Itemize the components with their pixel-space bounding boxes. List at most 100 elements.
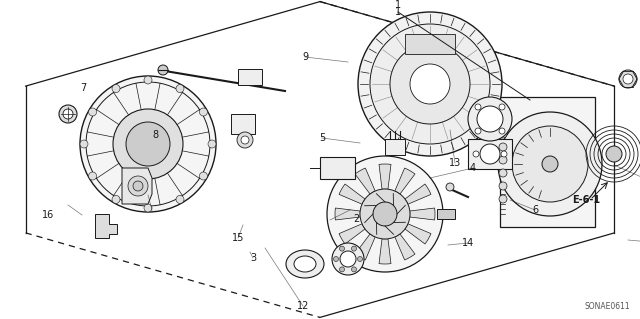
Circle shape bbox=[88, 172, 97, 180]
Circle shape bbox=[332, 243, 364, 275]
Circle shape bbox=[358, 256, 362, 262]
Circle shape bbox=[390, 44, 470, 124]
Bar bbox=[231, 114, 255, 134]
Polygon shape bbox=[379, 239, 391, 264]
Circle shape bbox=[241, 136, 249, 144]
Circle shape bbox=[360, 189, 410, 239]
Circle shape bbox=[80, 140, 88, 148]
Circle shape bbox=[340, 251, 356, 267]
Text: E-6-1: E-6-1 bbox=[572, 195, 600, 205]
Bar bbox=[468, 139, 512, 169]
Polygon shape bbox=[355, 234, 375, 260]
Polygon shape bbox=[335, 208, 360, 220]
Bar bbox=[385, 139, 405, 155]
Circle shape bbox=[176, 196, 184, 204]
Circle shape bbox=[112, 196, 120, 204]
Circle shape bbox=[351, 246, 356, 251]
Circle shape bbox=[499, 169, 507, 177]
Polygon shape bbox=[339, 224, 365, 244]
Bar bbox=[405, 34, 455, 54]
Circle shape bbox=[477, 106, 503, 132]
Circle shape bbox=[480, 144, 500, 164]
Circle shape bbox=[358, 12, 502, 156]
Circle shape bbox=[370, 24, 490, 144]
Ellipse shape bbox=[286, 250, 324, 278]
Circle shape bbox=[59, 105, 77, 123]
Circle shape bbox=[410, 64, 450, 104]
Circle shape bbox=[499, 104, 505, 110]
Circle shape bbox=[112, 85, 120, 93]
Circle shape bbox=[339, 267, 344, 272]
Bar bbox=[320, 157, 355, 179]
Circle shape bbox=[468, 97, 512, 141]
Circle shape bbox=[133, 181, 143, 191]
Circle shape bbox=[237, 132, 253, 148]
Circle shape bbox=[501, 151, 507, 157]
Circle shape bbox=[208, 140, 216, 148]
Circle shape bbox=[475, 128, 481, 134]
Circle shape bbox=[499, 195, 507, 203]
Circle shape bbox=[113, 109, 183, 179]
Circle shape bbox=[339, 246, 344, 251]
Text: 12: 12 bbox=[297, 301, 309, 311]
Polygon shape bbox=[405, 184, 431, 204]
Text: 3: 3 bbox=[250, 253, 256, 263]
Text: 5: 5 bbox=[319, 133, 325, 143]
Text: 2: 2 bbox=[353, 214, 359, 224]
Circle shape bbox=[200, 108, 207, 116]
Polygon shape bbox=[95, 214, 117, 238]
Circle shape bbox=[499, 156, 507, 164]
Text: 9: 9 bbox=[302, 52, 308, 62]
Circle shape bbox=[542, 156, 558, 172]
Circle shape bbox=[619, 70, 637, 88]
Text: 1: 1 bbox=[395, 7, 401, 17]
Text: 13: 13 bbox=[449, 158, 461, 168]
Bar bbox=[437, 209, 455, 219]
Circle shape bbox=[498, 112, 602, 216]
Text: SONAE0611: SONAE0611 bbox=[584, 302, 630, 311]
Circle shape bbox=[176, 85, 184, 93]
Polygon shape bbox=[405, 224, 431, 244]
Circle shape bbox=[475, 104, 481, 110]
Text: 6: 6 bbox=[532, 205, 538, 215]
Circle shape bbox=[373, 202, 397, 226]
Circle shape bbox=[473, 151, 479, 157]
Polygon shape bbox=[379, 164, 391, 189]
Polygon shape bbox=[122, 168, 152, 204]
Text: 15: 15 bbox=[232, 233, 244, 243]
Text: 7: 7 bbox=[80, 83, 86, 93]
Circle shape bbox=[499, 128, 505, 134]
Polygon shape bbox=[395, 168, 415, 194]
Circle shape bbox=[499, 130, 507, 138]
Circle shape bbox=[144, 76, 152, 84]
Text: 16: 16 bbox=[42, 210, 54, 220]
Circle shape bbox=[327, 156, 443, 272]
Ellipse shape bbox=[294, 256, 316, 272]
Circle shape bbox=[128, 176, 148, 196]
Circle shape bbox=[144, 204, 152, 212]
Circle shape bbox=[499, 182, 507, 190]
Circle shape bbox=[333, 256, 339, 262]
Circle shape bbox=[80, 76, 216, 212]
Circle shape bbox=[126, 122, 170, 166]
Circle shape bbox=[512, 126, 588, 202]
Circle shape bbox=[88, 108, 97, 116]
Text: 14: 14 bbox=[462, 238, 474, 248]
Circle shape bbox=[351, 267, 356, 272]
Circle shape bbox=[63, 109, 73, 119]
Text: 1: 1 bbox=[395, 0, 401, 10]
Polygon shape bbox=[410, 208, 435, 220]
Circle shape bbox=[606, 146, 622, 162]
Circle shape bbox=[623, 74, 633, 84]
Circle shape bbox=[446, 183, 454, 191]
Bar bbox=[238, 69, 262, 85]
Bar bbox=[500, 97, 595, 227]
Text: 4: 4 bbox=[470, 163, 476, 173]
Polygon shape bbox=[355, 168, 375, 194]
Text: 8: 8 bbox=[152, 130, 158, 140]
Circle shape bbox=[499, 143, 507, 151]
Circle shape bbox=[200, 172, 207, 180]
Polygon shape bbox=[395, 234, 415, 260]
Polygon shape bbox=[339, 184, 365, 204]
Circle shape bbox=[158, 65, 168, 75]
